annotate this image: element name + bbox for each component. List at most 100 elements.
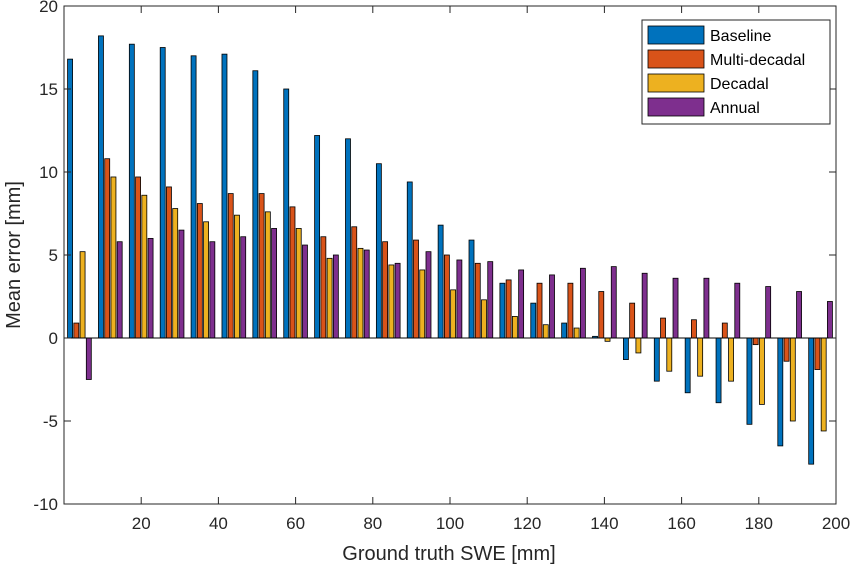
x-axis-label: Ground truth SWE [mm] <box>342 543 555 565</box>
y-tick-label: -5 <box>43 412 58 431</box>
legend: Baseline Multi-decadal Decadal Annual <box>641 19 831 125</box>
bar-multi-decadal-2 <box>135 176 141 339</box>
bar-baseline-24 <box>808 337 815 465</box>
bar-decadal-20 <box>697 337 704 377</box>
bar-baseline-9 <box>345 138 351 339</box>
bar-annual-21 <box>734 282 741 339</box>
bar-multi-decadal-8 <box>320 236 327 339</box>
bar-decadal-15 <box>542 324 549 339</box>
bar-multi-decadal-3 <box>166 186 172 339</box>
x-tick-label: 80 <box>363 514 382 533</box>
bar-annual-18 <box>641 272 648 339</box>
bar-baseline-3 <box>159 47 166 339</box>
bar-annual-12 <box>456 259 463 339</box>
bar-baseline-0 <box>67 58 73 339</box>
bar-annual-24 <box>827 301 833 339</box>
legend-label: Decadal <box>710 76 769 93</box>
bar-multi-decadal-23 <box>783 337 790 362</box>
x-tick-label: 180 <box>745 514 773 533</box>
bar-annual-23 <box>796 291 802 339</box>
bar-multi-decadal-18 <box>629 302 636 339</box>
bar-decadal-18 <box>635 337 642 354</box>
x-tick-label: 20 <box>132 514 151 533</box>
bar-decadal-6 <box>264 211 271 339</box>
x-tick-label: 200 <box>822 514 850 533</box>
bar-baseline-2 <box>128 43 135 339</box>
x-tick-label: 120 <box>513 514 541 533</box>
bar-decadal-16 <box>573 327 580 339</box>
bar-baseline-5 <box>221 53 228 339</box>
bar-baseline-12 <box>437 224 444 339</box>
bar-annual-17 <box>610 266 617 339</box>
bar-multi-decadal-17 <box>598 291 605 339</box>
bar-baseline-10 <box>375 163 382 339</box>
bar-annual-14 <box>518 269 525 339</box>
bar-decadal-2 <box>141 194 148 339</box>
bar-baseline-4 <box>190 55 197 339</box>
bar-baseline-15 <box>530 302 537 339</box>
x-tick-label: 60 <box>286 514 305 533</box>
bar-decadal-5 <box>234 214 240 339</box>
y-tick-label: 15 <box>39 80 58 99</box>
bar-annual-22 <box>765 286 772 339</box>
x-tick-label: 40 <box>209 514 228 533</box>
bar-decadal-8 <box>326 257 333 339</box>
bar-baseline-7 <box>283 88 290 339</box>
bar-annual-13 <box>487 261 494 339</box>
bar-multi-decadal-7 <box>289 206 296 339</box>
bar-multi-decadal-0 <box>73 322 80 339</box>
legend-swatch <box>647 73 705 93</box>
bar-multi-decadal-16 <box>567 282 574 339</box>
y-tick-label: 10 <box>39 163 58 182</box>
bar-baseline-16 <box>561 322 568 339</box>
bar-annual-0 <box>85 337 92 380</box>
bar-baseline-13 <box>468 239 475 339</box>
bar-annual-5 <box>240 236 247 339</box>
bar-annual-9 <box>363 249 370 339</box>
bar-decadal-3 <box>172 208 179 339</box>
bar-annual-7 <box>302 244 308 339</box>
bar-decadal-24 <box>820 337 827 432</box>
bar-annual-1 <box>116 241 123 339</box>
x-tick-label: 160 <box>667 514 695 533</box>
legend-label: Annual <box>710 100 760 117</box>
bar-annual-2 <box>147 237 154 339</box>
bar-multi-decadal-11 <box>413 239 419 339</box>
bar-decadal-11 <box>419 269 426 339</box>
legend-label: Multi-decadal <box>710 52 805 69</box>
bar-multi-decadal-6 <box>258 193 265 339</box>
bar-multi-decadal-24 <box>814 337 821 370</box>
bar-multi-decadal-15 <box>536 282 543 339</box>
bar-baseline-23 <box>777 337 784 447</box>
bar-decadal-0 <box>79 251 86 339</box>
y-tick-label: -10 <box>33 495 58 514</box>
bar-decadal-4 <box>203 221 209 339</box>
bar-multi-decadal-22 <box>752 337 759 346</box>
ticks-layer: 20 40 60 80 100 120 140 160 180 200 -10 -5 0 5 10 15 20 <box>33 0 850 533</box>
bar-annual-8 <box>332 254 339 339</box>
bar-annual-6 <box>271 228 277 339</box>
bar-decadal-13 <box>481 299 487 339</box>
y-tick-label: 20 <box>39 0 58 16</box>
bar-decadal-21 <box>728 337 734 382</box>
bar-decadal-23 <box>789 337 796 422</box>
bar-annual-10 <box>394 262 401 339</box>
bar-multi-decadal-1 <box>104 158 111 339</box>
legend-label: Baseline <box>710 28 771 45</box>
bar-baseline-11 <box>406 181 413 339</box>
bar-multi-decadal-20 <box>691 319 697 339</box>
bar-multi-decadal-14 <box>505 279 512 339</box>
bar-baseline-1 <box>98 35 104 339</box>
bar-decadal-7 <box>295 228 302 339</box>
bar-multi-decadal-5 <box>227 193 234 339</box>
bar-decadal-1 <box>110 176 117 339</box>
bar-decadal-9 <box>357 247 364 339</box>
x-tick-label: 100 <box>436 514 464 533</box>
bar-decadal-14 <box>511 316 518 339</box>
legend-swatch <box>647 25 705 45</box>
bar-multi-decadal-12 <box>443 254 450 339</box>
bar-multi-decadal-9 <box>351 226 358 339</box>
legend-swatch <box>647 97 705 117</box>
